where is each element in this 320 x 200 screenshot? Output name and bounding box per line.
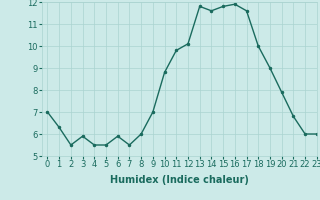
X-axis label: Humidex (Indice chaleur): Humidex (Indice chaleur) bbox=[110, 175, 249, 185]
